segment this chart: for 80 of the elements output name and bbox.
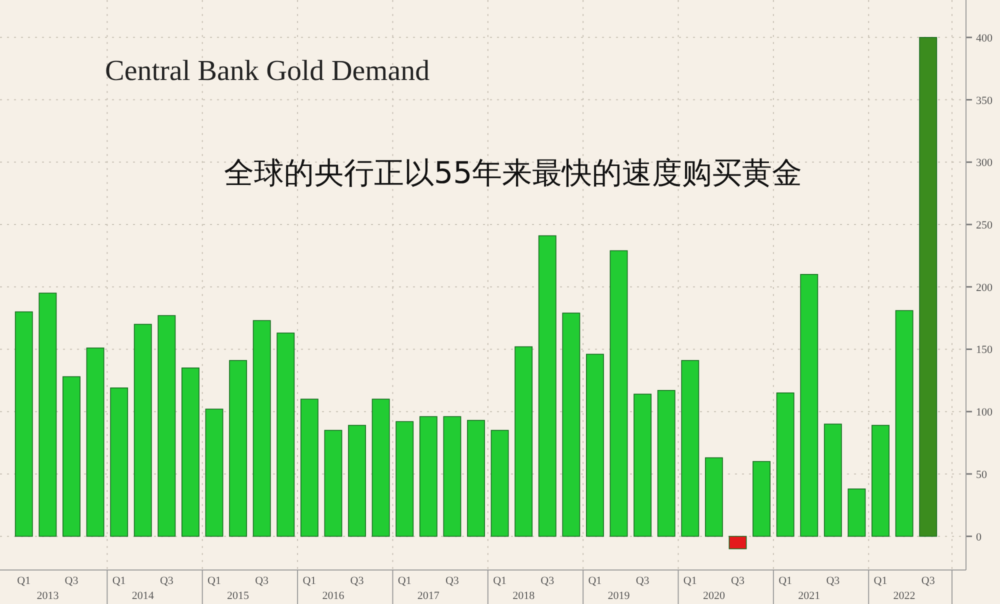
x-tick-label: Q3 bbox=[445, 575, 460, 587]
x-tick-label: Q1 bbox=[17, 575, 31, 587]
x-tick-label: Q1 bbox=[302, 575, 316, 587]
y-tick-label: 250 bbox=[976, 220, 993, 232]
y-tick-label: 100 bbox=[976, 406, 993, 419]
text: 2016 bbox=[322, 590, 345, 602]
bar bbox=[38, 292, 57, 537]
bar bbox=[348, 424, 366, 537]
y-tick-label: 50 bbox=[976, 468, 988, 481]
x-tick-label: Q1 bbox=[683, 575, 697, 587]
bar bbox=[872, 424, 890, 537]
text: 2022 bbox=[893, 590, 916, 602]
bar bbox=[610, 250, 628, 537]
bar bbox=[181, 368, 200, 537]
bar bbox=[681, 360, 700, 537]
y-tick-label: 300 bbox=[976, 157, 993, 170]
x-tick-label: Q1 bbox=[398, 575, 412, 587]
bar bbox=[514, 346, 533, 537]
x-tick-label: Q1 bbox=[778, 575, 792, 587]
bar bbox=[562, 312, 580, 537]
text: 2019 bbox=[608, 590, 630, 602]
bar bbox=[443, 416, 462, 537]
bar bbox=[86, 348, 104, 537]
bar bbox=[490, 430, 509, 537]
bar bbox=[800, 274, 818, 537]
bar bbox=[467, 420, 485, 537]
x-tick-label: Q1 bbox=[493, 575, 507, 587]
y-tick-label: 200 bbox=[976, 282, 993, 294]
y-tick-label: 400 bbox=[976, 32, 993, 44]
text: 2015 bbox=[227, 590, 250, 602]
bar bbox=[919, 37, 938, 537]
x-tick-label: Q1 bbox=[874, 575, 888, 587]
bar bbox=[538, 235, 556, 537]
text: 全球的央行正以55年来最快的速度购买黄金 bbox=[224, 156, 802, 191]
text: Central Bank Gold Demand bbox=[105, 55, 430, 87]
text: 2020 bbox=[702, 590, 726, 602]
x-tick-label: Q1 bbox=[112, 575, 126, 587]
text: 2013 bbox=[36, 590, 60, 602]
x-tick-label: Q3 bbox=[921, 575, 936, 587]
x-tick-label: Q3 bbox=[350, 575, 364, 587]
text: 2018 bbox=[512, 590, 536, 602]
x-tick-label: Q3 bbox=[160, 575, 174, 587]
bar bbox=[396, 421, 414, 537]
y-tick-label: 0 bbox=[976, 531, 982, 544]
bar bbox=[848, 488, 866, 537]
bar bbox=[657, 390, 676, 537]
bar bbox=[300, 398, 318, 537]
bar bbox=[634, 394, 652, 537]
x-tick-label: Q3 bbox=[255, 575, 270, 587]
bar bbox=[134, 324, 152, 537]
x-tick-label: Q3 bbox=[731, 575, 745, 587]
bar bbox=[276, 332, 295, 537]
bar bbox=[14, 311, 33, 537]
bar bbox=[229, 360, 248, 537]
bar bbox=[776, 392, 794, 537]
bar bbox=[62, 376, 80, 537]
bar bbox=[372, 398, 390, 537]
bar bbox=[895, 310, 914, 537]
text: 2021 bbox=[798, 590, 820, 602]
bar bbox=[728, 536, 747, 550]
x-tick-label: Q3 bbox=[540, 575, 555, 587]
bar bbox=[704, 457, 723, 537]
bar bbox=[205, 408, 224, 537]
text: 2014 bbox=[132, 590, 154, 602]
x-tick-label: Q3 bbox=[636, 575, 650, 587]
x-tick-label: Q1 bbox=[208, 575, 221, 587]
bar bbox=[824, 424, 842, 537]
y-tick-label: 350 bbox=[976, 94, 993, 107]
bar bbox=[158, 315, 176, 537]
bar bbox=[252, 320, 271, 537]
y-tick-label: 150 bbox=[976, 344, 993, 356]
bar bbox=[324, 430, 342, 537]
text: 2017 bbox=[417, 590, 440, 602]
x-tick-label: Q1 bbox=[588, 575, 602, 587]
x-tick-label: Q3 bbox=[64, 575, 79, 587]
bar bbox=[586, 354, 604, 537]
bar bbox=[110, 388, 128, 537]
x-tick-label: Q3 bbox=[826, 575, 840, 587]
bar bbox=[752, 461, 771, 537]
bar bbox=[419, 416, 438, 537]
